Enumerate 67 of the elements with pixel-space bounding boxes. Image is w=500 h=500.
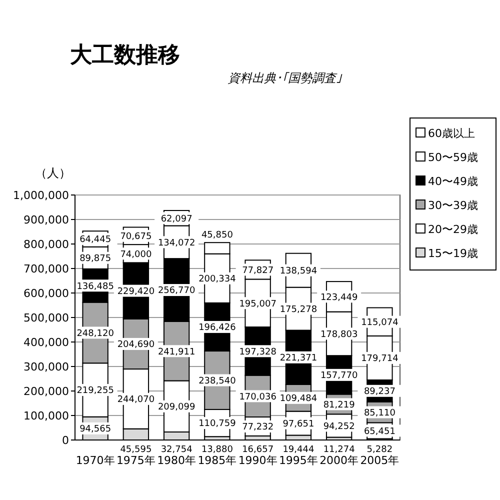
data-label: 256,770 — [158, 286, 196, 296]
data-label: 5,282 — [366, 445, 393, 456]
data-label: 85,110 — [364, 408, 396, 418]
legend-label: 20〜29歳 — [428, 222, 478, 236]
legend-label: 30〜39歳 — [428, 198, 478, 212]
x-tick-label: 2000年 — [320, 454, 359, 467]
legend-label: 40〜49歳 — [428, 174, 478, 188]
data-label: 134,072 — [158, 238, 196, 248]
legend-label: 50〜59歳 — [428, 150, 478, 164]
data-label: 136,485 — [76, 282, 114, 292]
data-label: 238,540 — [198, 376, 236, 386]
y-tick-label: 300,000 — [24, 360, 69, 374]
data-label: 197,328 — [239, 347, 277, 358]
data-label: 219,255 — [76, 386, 114, 396]
data-label: 248,120 — [76, 328, 114, 339]
data-label: 19,444 — [282, 445, 314, 456]
data-label: 157,770 — [320, 371, 358, 382]
data-label: 195,007 — [239, 299, 276, 310]
x-tick-label: 2005年 — [360, 454, 400, 467]
y-tick-label: 0 — [62, 434, 69, 447]
data-label: 178,803 — [320, 330, 358, 340]
y-tick-label: 500,000 — [24, 311, 69, 324]
y-axis-title: （人） — [35, 166, 71, 180]
y-tick-label: 100,000 — [24, 409, 69, 422]
data-label: 94,565 — [80, 424, 112, 435]
data-label: 110,759 — [198, 419, 236, 430]
data-label: 241,911 — [158, 347, 196, 358]
data-label: 209,099 — [158, 402, 196, 413]
data-label: 45,850 — [201, 230, 234, 241]
x-tick-label: 1980年 — [157, 454, 196, 467]
data-label: 11,274 — [323, 445, 356, 456]
data-label: 229,420 — [117, 286, 155, 297]
data-label: 115,074 — [361, 318, 399, 328]
data-label: 204,690 — [117, 340, 155, 350]
data-label: 221,371 — [280, 354, 318, 364]
x-tick-label: 1975年 — [116, 454, 156, 467]
y-tick-label: 600,000 — [24, 286, 69, 300]
legend-label: 60歳以上 — [428, 126, 475, 140]
y-tick-label: 400,000 — [24, 336, 69, 349]
data-label: 32,754 — [160, 445, 193, 456]
data-label: 170,036 — [239, 392, 277, 402]
data-label: 45,595 — [120, 445, 152, 456]
data-label: 81,219 — [323, 400, 356, 410]
x-tick-label: 1995年 — [278, 454, 318, 467]
y-tick-label: 1,000,000 — [13, 188, 69, 202]
data-label: 109,484 — [280, 394, 318, 404]
data-label: 94,252 — [323, 422, 355, 432]
text: 資料出典･｢国勢調査｣ — [228, 71, 343, 85]
y-tick-label: 900,000 — [24, 213, 69, 226]
x-tick-label: 1970年 — [76, 454, 115, 467]
data-label: 16,657 — [242, 445, 274, 456]
data-label: 179,714 — [361, 354, 399, 364]
y-tick-label: 700,000 — [24, 262, 69, 276]
y-tick-label: 800,000 — [24, 238, 69, 251]
data-label: 244,070 — [117, 395, 155, 406]
data-label: 13,880 — [201, 445, 234, 456]
chart-title: 大工数推移 — [70, 43, 180, 68]
legend-label: 15〜19歳 — [428, 246, 478, 260]
data-label: 89,237 — [364, 387, 396, 398]
data-label: 123,449 — [320, 292, 358, 303]
x-tick-label: 1985年 — [198, 454, 237, 467]
data-label: 175,278 — [280, 304, 318, 315]
y-tick-label: 200,000 — [24, 384, 69, 398]
data-label: 138,594 — [280, 266, 318, 276]
data-label: 196,426 — [198, 323, 236, 334]
x-tick-label: 1990年 — [238, 454, 278, 467]
data-label: 200,334 — [198, 274, 236, 285]
